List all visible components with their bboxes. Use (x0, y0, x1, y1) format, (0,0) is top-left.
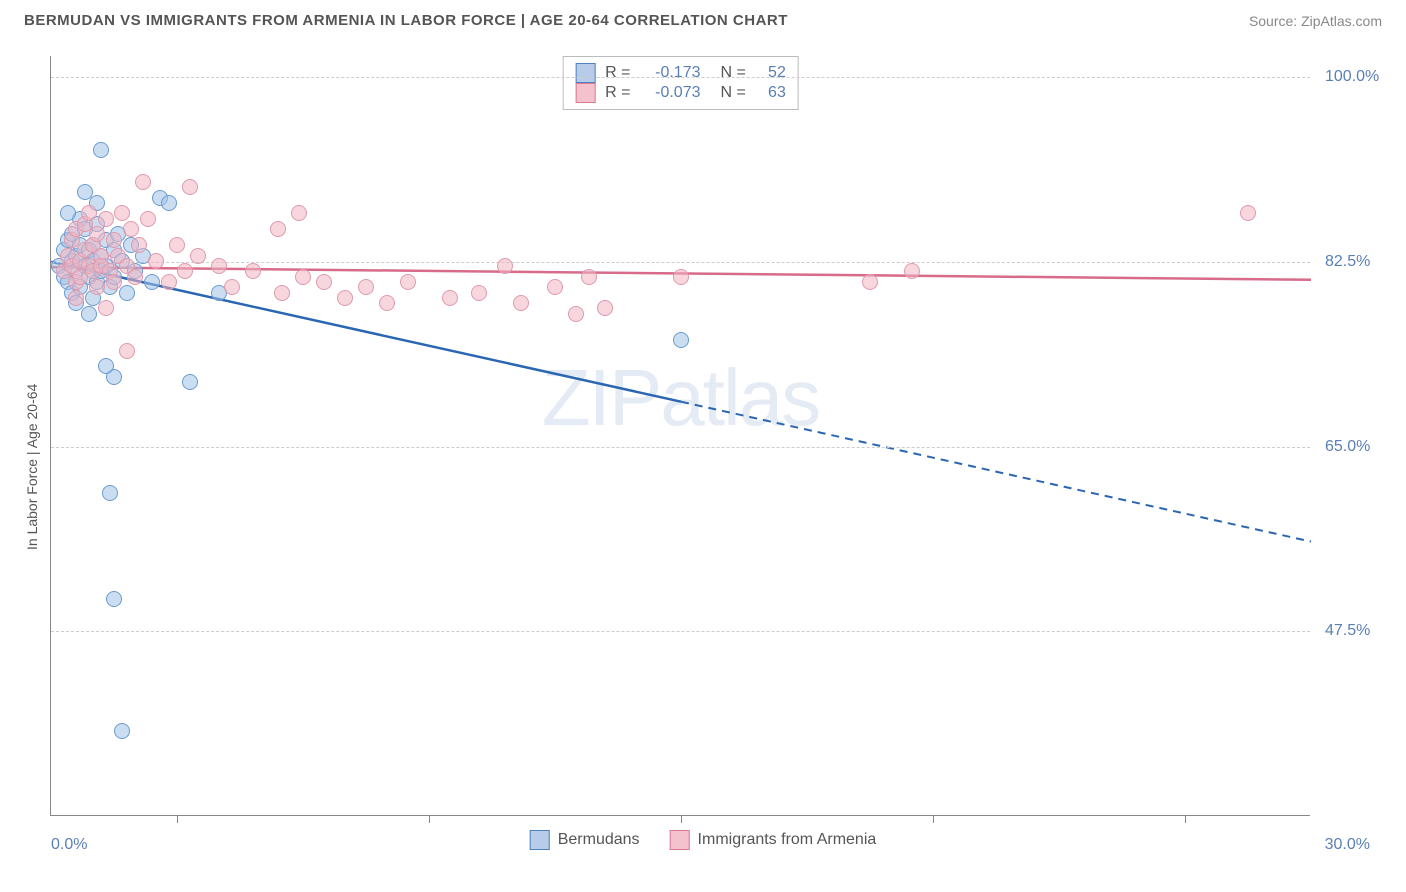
x-tick (177, 815, 178, 823)
data-point (245, 263, 261, 279)
data-point (161, 274, 177, 290)
bottom-legend: Bermudans Immigrants from Armenia (530, 830, 877, 850)
data-point (177, 263, 193, 279)
data-point (123, 221, 139, 237)
data-point (400, 274, 416, 290)
y-tick-label: 82.5% (1325, 253, 1370, 271)
data-point (442, 290, 458, 306)
legend-label: Immigrants from Armenia (698, 831, 877, 849)
legend-label: Bermudans (558, 831, 640, 849)
data-point (291, 205, 307, 221)
data-point (114, 205, 130, 221)
data-point (148, 253, 164, 269)
n-value: 52 (756, 64, 786, 82)
data-point (131, 237, 147, 253)
data-point (127, 269, 143, 285)
y-tick-label: 47.5% (1325, 622, 1370, 640)
data-point (190, 248, 206, 264)
gridline (51, 447, 1310, 448)
data-point (89, 279, 105, 295)
data-point (161, 195, 177, 211)
y-tick-label: 65.0% (1325, 438, 1370, 456)
chart-container: ZIPatlas R =-0.173N =52R =-0.073N =63 47… (0, 40, 1406, 892)
stats-legend-row: R = -0.173 N = 52 (575, 63, 786, 83)
legend-swatch (575, 83, 595, 103)
legend-swatch (530, 830, 550, 850)
x-tick (933, 815, 934, 823)
data-point (81, 205, 97, 221)
y-tick-label: 100.0% (1325, 68, 1379, 86)
x-tick (1185, 815, 1186, 823)
gridline (51, 631, 1310, 632)
n-label: N = (721, 84, 746, 102)
data-point (358, 279, 374, 295)
data-point (673, 332, 689, 348)
data-point (673, 269, 689, 285)
stats-legend: R = -0.173 N = 52 R = -0.073 N = 63 (562, 56, 799, 110)
data-point (89, 226, 105, 242)
stats-legend-row: R = -0.073 N = 63 (575, 83, 786, 103)
data-point (547, 279, 563, 295)
data-point (106, 232, 122, 248)
data-point (114, 723, 130, 739)
source-label: Source: ZipAtlas.com (1249, 13, 1382, 29)
data-point (597, 300, 613, 316)
data-point (93, 142, 109, 158)
x-tick (681, 815, 682, 823)
gridline (51, 262, 1310, 263)
plot-area: ZIPatlas R =-0.173N =52R =-0.073N =63 47… (50, 56, 1310, 816)
data-point (211, 258, 227, 274)
n-value: 63 (756, 84, 786, 102)
data-point (471, 285, 487, 301)
data-point (60, 205, 76, 221)
x-tick (429, 815, 430, 823)
data-point (568, 306, 584, 322)
y-axis-title: In Labor Force | Age 20-64 (24, 384, 40, 550)
data-point (270, 221, 286, 237)
data-point (295, 269, 311, 285)
data-point (862, 274, 878, 290)
r-label: R = (605, 84, 630, 102)
data-point (68, 290, 84, 306)
data-point (169, 237, 185, 253)
data-point (224, 279, 240, 295)
data-point (379, 295, 395, 311)
gridline (51, 77, 1310, 78)
legend-swatch (575, 63, 595, 83)
data-point (106, 274, 122, 290)
legend-item: Bermudans (530, 830, 640, 850)
x-max-label: 30.0% (1325, 836, 1370, 854)
trend-lines (51, 56, 1311, 816)
r-value: -0.173 (641, 64, 701, 82)
data-point (182, 179, 198, 195)
data-point (144, 274, 160, 290)
data-point (497, 258, 513, 274)
data-point (140, 211, 156, 227)
chart-title: BERMUDAN VS IMMIGRANTS FROM ARMENIA IN L… (24, 12, 788, 29)
data-point (316, 274, 332, 290)
legend-swatch (670, 830, 690, 850)
data-point (1240, 205, 1256, 221)
data-point (98, 211, 114, 227)
r-label: R = (605, 64, 630, 82)
data-point (182, 374, 198, 390)
data-point (135, 174, 151, 190)
data-point (119, 285, 135, 301)
data-point (81, 306, 97, 322)
data-point (337, 290, 353, 306)
n-label: N = (721, 64, 746, 82)
data-point (274, 285, 290, 301)
data-point (102, 485, 118, 501)
data-point (513, 295, 529, 311)
data-point (581, 269, 597, 285)
data-point (119, 343, 135, 359)
data-point (106, 591, 122, 607)
data-point (98, 300, 114, 316)
r-value: -0.073 (641, 84, 701, 102)
x-min-label: 0.0% (51, 836, 87, 854)
legend-item: Immigrants from Armenia (670, 830, 877, 850)
data-point (98, 358, 114, 374)
data-point (904, 263, 920, 279)
